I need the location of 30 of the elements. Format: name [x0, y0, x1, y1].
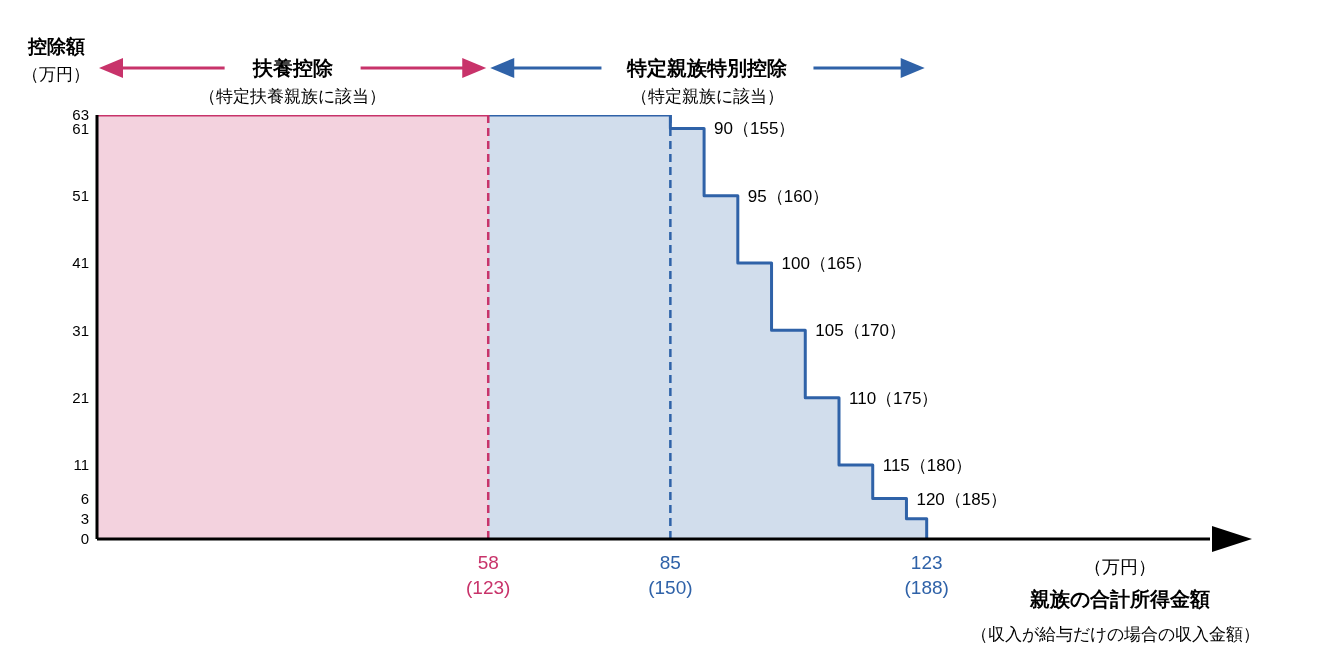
y-tick-label: 21 — [72, 388, 89, 406]
text: （特定扶養親族に該当） — [199, 87, 387, 106]
x-tick-label: 123 — [910, 552, 943, 573]
annotation: 95（160） — [747, 186, 830, 206]
x-tick-label: 58 — [477, 552, 499, 573]
text: (150) — [648, 577, 693, 598]
y-tick-label: 6 — [80, 489, 89, 507]
annotation: 90（155） — [714, 119, 796, 139]
text: （万円） — [22, 65, 90, 84]
text: （収入が給与だけの場合の収入金額） — [970, 625, 1260, 644]
y-tick-label: 51 — [72, 187, 89, 205]
y-tick-label: 11 — [73, 456, 89, 474]
y-tick-label: 3 — [80, 510, 89, 528]
y-tick-label: 41 — [72, 254, 89, 272]
text: 特定親族特別控除 — [626, 57, 789, 79]
annotation: 115（180） — [882, 456, 973, 475]
text: 扶養控除 — [251, 57, 334, 79]
annotation: 110（175） — [849, 388, 939, 408]
text: （特定親族に該当） — [630, 87, 784, 106]
annotation: 105（170） — [815, 321, 907, 341]
annotation: 100（165） — [781, 254, 873, 274]
x-tick-label: 85 — [659, 552, 681, 573]
text: (123) — [466, 577, 511, 598]
y-tick-label: 0 — [80, 530, 89, 548]
y-axis-title: 控除額 — [26, 36, 85, 57]
text: （万円） — [1084, 557, 1156, 577]
annotation: 120（185） — [916, 489, 1008, 509]
text: (188) — [904, 577, 949, 598]
y-tick-label: 31 — [72, 321, 89, 339]
x-axis-title: 親族の合計所得金額 — [1029, 588, 1210, 610]
